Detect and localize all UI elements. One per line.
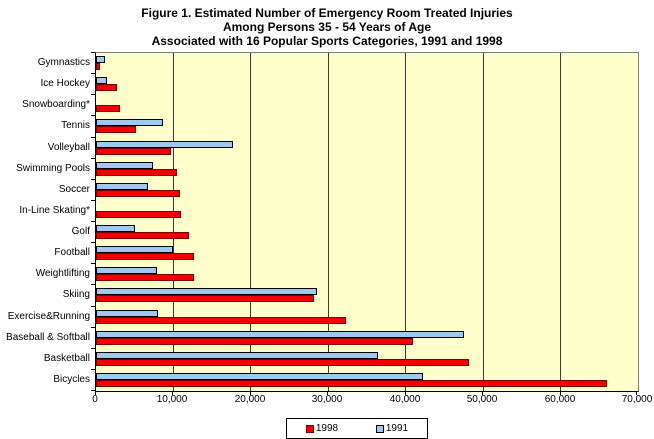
legend-label-1998: 1998	[315, 423, 339, 434]
bar-1998-tennis	[96, 126, 136, 133]
category-label-9: Football	[54, 247, 90, 259]
x-axis-tick	[482, 391, 483, 395]
category-label-7: In-Line Skating*	[19, 204, 90, 216]
x-tick-label-3: 30,000	[311, 394, 343, 405]
y-axis-tick	[91, 73, 95, 74]
gridline-60000	[560, 53, 562, 391]
bar-1991-football	[96, 246, 173, 253]
bar-1991-swimming-pools	[96, 162, 153, 169]
bar-1991-bicycles	[96, 373, 423, 380]
y-axis-tick	[91, 348, 95, 349]
bar-1998-skiing	[96, 295, 314, 302]
legend-swatch-1991	[375, 424, 384, 433]
y-axis-tick	[91, 221, 95, 222]
bar-1998-exercise-running	[96, 317, 346, 324]
category-label-14: Basketball	[43, 352, 90, 364]
y-axis-tick	[91, 158, 95, 159]
bar-1991-ice-hockey	[96, 77, 107, 84]
y-axis-tick	[91, 306, 95, 307]
y-axis-tick	[91, 369, 95, 370]
x-axis-tick	[172, 391, 173, 395]
legend-swatch-1998	[305, 424, 314, 433]
chart-title-line-2: Among Persons 35 - 54 Years of Age	[222, 20, 432, 34]
x-tick-label-6: 60,000	[544, 394, 576, 405]
x-axis-tick	[250, 391, 251, 395]
legend-entry-1991: 1991	[375, 423, 409, 434]
y-axis-tick	[91, 52, 95, 53]
bar-1998-soccer	[96, 190, 180, 197]
gridline-50000	[482, 53, 484, 391]
x-axis-tick	[95, 391, 96, 395]
bar-1998-swimming-pools	[96, 169, 177, 176]
bar-1991-tennis	[96, 119, 163, 126]
bar-1998-basketball	[96, 359, 469, 366]
y-axis-tick	[91, 284, 95, 285]
category-label-3: Tennis	[61, 120, 90, 132]
bar-1991-soccer	[96, 183, 148, 190]
y-axis-tick	[91, 115, 95, 116]
legend-entry-1998: 1998	[305, 423, 339, 434]
bar-1998-gymnastics	[96, 63, 100, 70]
gridline-30000	[327, 53, 329, 391]
bar-1991-basketball	[96, 352, 378, 359]
legend: 1998 1991	[286, 418, 428, 439]
category-label-5: Swimming Pools	[16, 162, 90, 174]
category-label-4: Volleyball	[47, 141, 90, 153]
bar-1998-football	[96, 253, 194, 260]
x-tick-label-2: 20,000	[234, 394, 266, 405]
y-axis-tick	[91, 390, 95, 391]
category-label-15: Bicycles	[53, 373, 90, 385]
x-tick-label-5: 50,000	[466, 394, 498, 405]
x-tick-label-7: 70,000	[621, 394, 653, 405]
bar-1998-snowboarding-	[96, 105, 120, 112]
chart-title-line-3: Associated with 16 Popular Sports Catego…	[151, 34, 503, 48]
bar-1991-exercise-running	[96, 310, 158, 317]
bar-1991-skiing	[96, 288, 317, 295]
gridline-20000	[250, 53, 252, 391]
x-axis-tick	[405, 391, 406, 395]
bar-1991-weightlifting	[96, 267, 157, 274]
bar-1991-gymnastics	[96, 56, 105, 63]
category-label-13: Baseball & Softball	[6, 331, 90, 343]
bar-1998-weightlifting	[96, 274, 194, 281]
y-axis-tick	[91, 327, 95, 328]
bar-1998-bicycles	[96, 380, 607, 387]
category-label-1: Ice Hockey	[40, 78, 90, 90]
bar-1998-in-line-skating-	[96, 211, 181, 218]
gridline-40000	[405, 53, 407, 391]
chart-title-line-1: Figure 1. Estimated Number of Emergency …	[141, 6, 513, 20]
category-label-6: Soccer	[58, 183, 90, 195]
category-label-10: Weightlifting	[35, 268, 90, 280]
y-axis-tick	[91, 200, 95, 201]
x-axis-tick	[636, 391, 637, 395]
x-tick-label-0: 0	[92, 394, 98, 405]
bar-1998-baseball-softball	[96, 338, 413, 345]
x-tick-label-4: 40,000	[389, 394, 421, 405]
y-axis-tick	[91, 137, 95, 138]
bar-1998-golf	[96, 232, 189, 239]
y-axis-tick	[91, 94, 95, 95]
x-tick-label-1: 10,000	[156, 394, 188, 405]
y-axis-tick	[91, 179, 95, 180]
bar-1991-golf	[96, 225, 135, 232]
category-label-2: Snowboarding*	[22, 99, 90, 111]
category-label-12: Exercise&Running	[7, 310, 90, 322]
y-axis-tick	[91, 242, 95, 243]
category-label-8: Golf	[71, 226, 90, 238]
bar-1998-ice-hockey	[96, 84, 117, 91]
category-label-11: Skiing	[62, 289, 90, 301]
bar-1991-baseball-softball	[96, 331, 464, 338]
y-axis-tick	[91, 263, 95, 264]
x-axis-tick	[327, 391, 328, 395]
bar-1991-volleyball	[96, 141, 233, 148]
legend-label-1991: 1991	[385, 423, 409, 434]
bar-1998-volleyball	[96, 148, 171, 155]
plot-area	[95, 52, 639, 392]
x-axis-tick	[560, 391, 561, 395]
category-label-0: Gymnastics	[37, 57, 90, 69]
gridline-10000	[172, 53, 174, 391]
